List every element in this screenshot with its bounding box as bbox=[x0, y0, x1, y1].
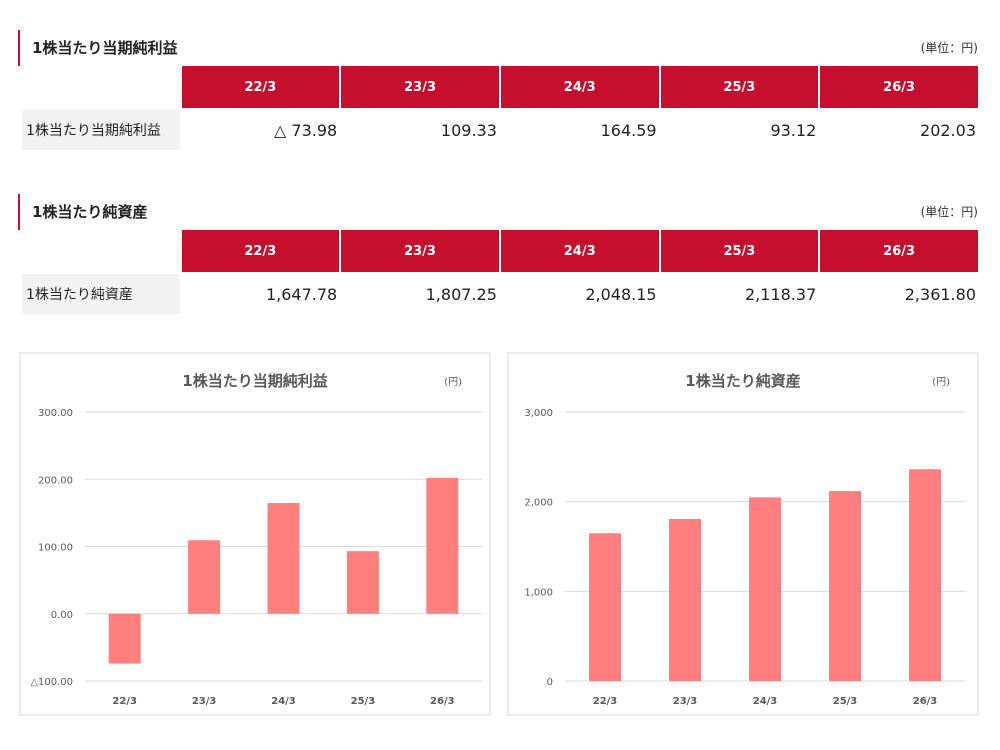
bar bbox=[346, 551, 379, 614]
header-row: 22/3 23/3 24/3 25/3 26/3 bbox=[22, 66, 978, 108]
table-row: 1株当たり当期純利益 △ 73.98 109.33 164.59 93.12 202.03 bbox=[22, 110, 978, 150]
table-cell: 93.12 bbox=[770, 120, 817, 140]
y-tick-label: 300.00 bbox=[38, 408, 73, 419]
x-tick-label: 24/3 bbox=[271, 696, 296, 707]
x-tick-label: 25/3 bbox=[351, 696, 376, 707]
chart-title: 1株当たり当期純利益 bbox=[182, 372, 327, 390]
table-cell: 2,048.15 bbox=[585, 284, 657, 304]
x-tick-label: 25/3 bbox=[833, 696, 858, 707]
chart: 1株当たり純資産 (円) 0 1,000 2,000 3,000 22/3 23/3 24/3 2… bbox=[507, 352, 979, 716]
x-tick-label: 26/3 bbox=[913, 696, 938, 707]
chart-frame bbox=[507, 352, 979, 716]
x-tick-label: 26/3 bbox=[430, 696, 455, 707]
bar bbox=[589, 533, 621, 681]
header-blank bbox=[22, 66, 180, 108]
section-title: 1株当たり純資産 bbox=[18, 194, 147, 230]
header-cell: 22/3 bbox=[181, 66, 340, 108]
section-unit: (単位：円) bbox=[920, 41, 978, 55]
table-cell: 164.59 bbox=[600, 120, 657, 140]
y-tick-label: 0.00 bbox=[51, 610, 73, 621]
y-tick-label: 2,000 bbox=[524, 498, 553, 509]
header-cell: 26/3 bbox=[820, 230, 978, 272]
header-cell: 22/3 bbox=[181, 230, 340, 272]
header-cell: 24/3 bbox=[500, 66, 659, 108]
table-cell: △ 73.98 bbox=[274, 120, 338, 140]
chart-frame bbox=[19, 352, 491, 716]
bar bbox=[108, 613, 141, 664]
section-unit: (単位：円) bbox=[920, 205, 978, 219]
header-cell: 24/3 bbox=[500, 230, 659, 272]
bar bbox=[829, 491, 861, 681]
bar bbox=[749, 497, 781, 681]
chart-unit: (円) bbox=[444, 377, 462, 388]
section-title: 1株当たり当期純利益 bbox=[18, 30, 177, 66]
row-label: 1株当たり当期純利益 bbox=[22, 110, 180, 150]
bar bbox=[188, 540, 221, 614]
chart-unit: (円) bbox=[932, 377, 950, 388]
y-tick-label: 200.00 bbox=[38, 475, 73, 486]
header-cell: 26/3 bbox=[820, 66, 978, 108]
data-table: 22/3 23/3 24/3 25/3 26/3 1株当たり純資産 1,647.78 1,80… bbox=[20, 228, 980, 316]
header-cell: 23/3 bbox=[341, 230, 499, 272]
chart-title: 1株当たり純資産 bbox=[685, 372, 800, 390]
y-tick-label: 0 bbox=[547, 677, 553, 688]
header-cell: 25/3 bbox=[660, 230, 819, 272]
y-tick-label: 3,000 bbox=[524, 408, 553, 419]
header-row: 22/3 23/3 24/3 25/3 26/3 bbox=[22, 230, 978, 272]
table-cell: 2,118.37 bbox=[745, 284, 817, 304]
x-tick-label: 23/3 bbox=[673, 696, 698, 707]
table-cell: 109.33 bbox=[440, 120, 497, 140]
row-label: 1株当たり純資産 bbox=[22, 274, 180, 314]
y-tick-label: 100.00 bbox=[38, 543, 73, 554]
x-tick-label: 24/3 bbox=[753, 696, 778, 707]
header-cell: 23/3 bbox=[341, 66, 499, 108]
data-table: 22/3 23/3 24/3 25/3 26/3 1株当たり当期純利益 △ 73.98 109… bbox=[20, 64, 980, 152]
header-cell: 25/3 bbox=[660, 66, 819, 108]
bar bbox=[267, 503, 300, 614]
bar bbox=[909, 469, 941, 681]
table-cell: 1,647.78 bbox=[265, 284, 338, 304]
y-tick-label: 1,000 bbox=[524, 587, 553, 598]
chart: 1株当たり当期純利益 (円) △100.00 0.00 100.00 200.00 300.… bbox=[19, 352, 491, 716]
bar bbox=[669, 518, 701, 681]
x-tick-label: 23/3 bbox=[192, 696, 217, 707]
header-blank bbox=[22, 230, 180, 272]
x-tick-label: 22/3 bbox=[593, 696, 618, 707]
y-tick-label: △100.00 bbox=[30, 677, 73, 688]
table-cell: 2,361.80 bbox=[904, 284, 976, 304]
table-cell: 202.03 bbox=[920, 120, 976, 140]
table-row: 1株当たり純資産 1,647.78 1,807.25 2,048.15 2,118.37… bbox=[22, 274, 978, 314]
bar bbox=[426, 477, 459, 614]
x-tick-label: 22/3 bbox=[112, 696, 137, 707]
table-cell: 1,807.25 bbox=[425, 284, 497, 304]
